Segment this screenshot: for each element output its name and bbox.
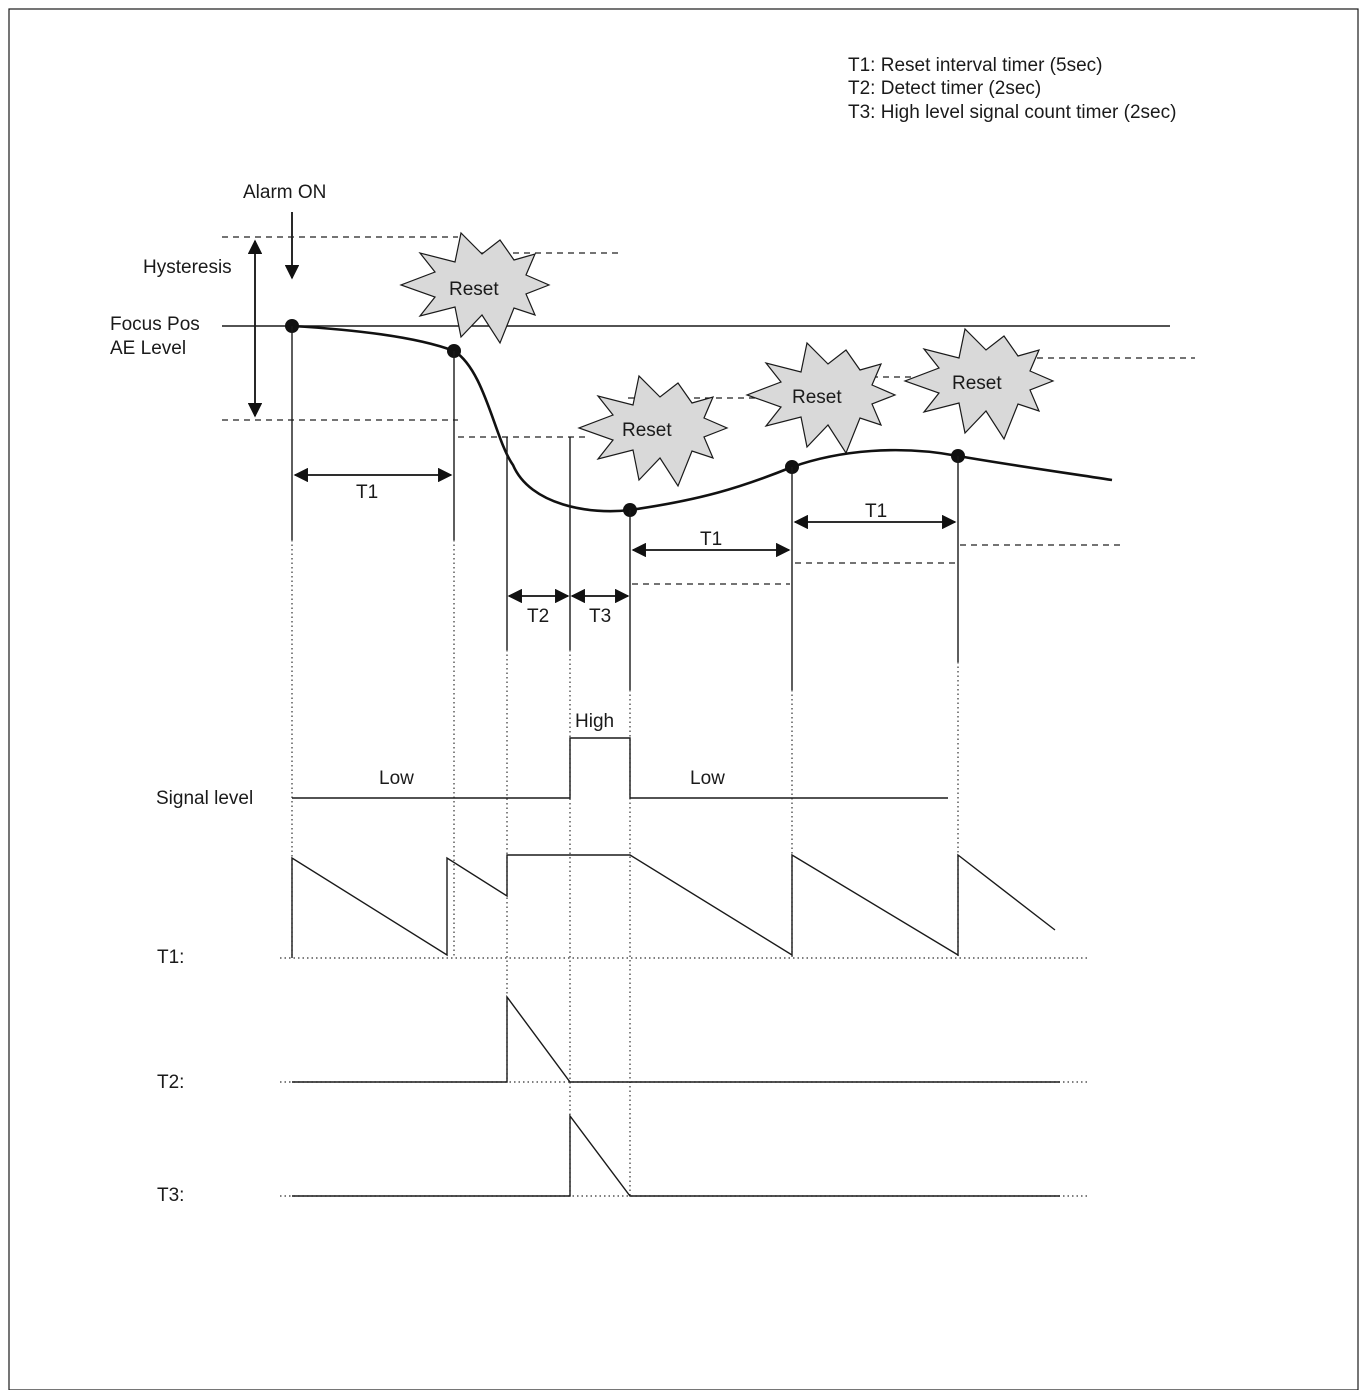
signal-low-label-2: Low (690, 768, 725, 789)
t1-interval-label: T1 (865, 501, 887, 522)
legend-t3: T3: High level signal count timer (2sec) (848, 102, 1176, 123)
diagram-frame (8, 8, 1359, 1390)
signal-low-label-1: Low (379, 768, 414, 789)
t1-row-label: T1: (157, 947, 184, 968)
t3-interval-label: T3 (589, 606, 611, 627)
t1-timer-waveform (291, 853, 1056, 958)
alarm-on-label: Alarm ON (243, 182, 326, 203)
legend-t2: T2: Detect timer (2sec) (848, 78, 1041, 99)
reset-label: Reset (792, 387, 842, 408)
t2-interval-label: T2 (527, 606, 549, 627)
t3-row-label: T3: (157, 1185, 184, 1206)
reset-burst-2: Reset (577, 374, 729, 488)
reset-burst-4: Reset (903, 327, 1055, 441)
signal-level-waveform (292, 737, 948, 799)
reset-burst-1: Reset (399, 231, 551, 345)
t1-interval-label: T1 (700, 529, 722, 550)
legend-t1: T1: Reset interval timer (5sec) (848, 55, 1102, 76)
t3-timer-waveform (292, 1113, 1060, 1197)
signal-level-label: Signal level (156, 788, 253, 809)
focus-pos-label: Focus Pos (110, 314, 200, 335)
t2-timer-waveform (292, 994, 1060, 1083)
signal-high-label: High (575, 711, 614, 732)
t2-row-label: T2: (157, 1072, 184, 1093)
t1-interval-label: T1 (356, 482, 378, 503)
ae-level-label: AE Level (110, 338, 186, 359)
reset-label: Reset (449, 279, 499, 300)
reset-label: Reset (622, 420, 672, 441)
reset-burst-3: Reset (745, 341, 897, 455)
reset-label: Reset (952, 373, 1002, 394)
hysteresis-label: Hysteresis (143, 257, 232, 278)
